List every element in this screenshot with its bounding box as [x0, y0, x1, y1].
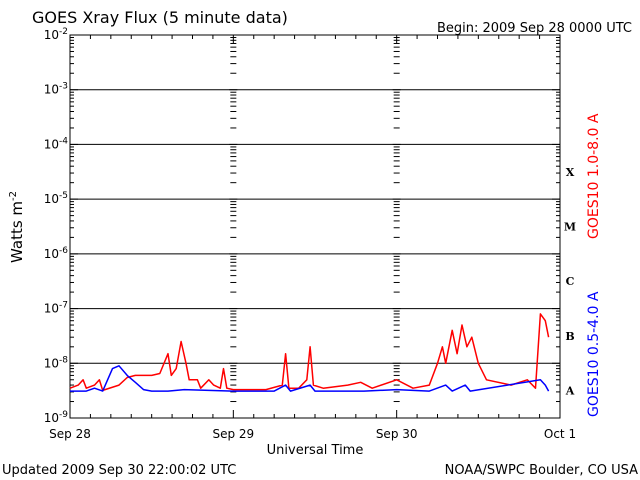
- flare-class-label: M: [564, 221, 576, 234]
- x-tick-label: Oct 1: [544, 427, 576, 441]
- series-line-1: [69, 313, 550, 392]
- y-tick-label-exponent: -7: [59, 301, 68, 311]
- y-tick-label: 10-8: [44, 355, 69, 370]
- series-lines: [69, 313, 550, 392]
- y-axis-label-exponent: -2: [8, 191, 19, 201]
- y-tick-label: 10-3: [44, 82, 68, 97]
- legend-series-1: GOES10 1.0-8.0 A: [586, 113, 602, 239]
- flare-class-label: C: [566, 275, 575, 288]
- series-line-2: [70, 365, 550, 392]
- y-tick-label-exponent: -6: [59, 246, 68, 256]
- y-tick-label: 10-4: [44, 136, 69, 151]
- y-tick-label-exponent: -4: [59, 136, 68, 146]
- y-tick-label-exponent: -3: [59, 82, 68, 92]
- y-tick-label-base: 10: [44, 356, 59, 370]
- y-tick-label-exponent: -2: [59, 27, 68, 37]
- y-tick-label-base: 10: [44, 302, 59, 316]
- y-tick-labels: 10-210-310-410-510-610-710-810-9: [44, 27, 69, 425]
- updated-label: Updated 2009 Sep 30 22:00:02 UTC: [2, 463, 236, 478]
- x-tick-label: Sep 30: [376, 427, 418, 441]
- source-label: NOAA/SWPC Boulder, CO USA: [445, 463, 638, 478]
- y-tick-label-base: 10: [44, 28, 59, 42]
- y-tick-label-base: 10: [44, 411, 59, 425]
- flare-class-label: B: [565, 330, 574, 343]
- y-tick-label: 10-2: [44, 27, 68, 42]
- y-tick-label: 10-6: [44, 246, 69, 261]
- x-axis-label: Universal Time: [267, 443, 364, 458]
- axis-ticks: [69, 35, 561, 419]
- y-axis-label-text: Watts m: [8, 201, 26, 263]
- y-tick-label: 10-5: [44, 191, 68, 206]
- y-tick-label: 10-9: [44, 410, 69, 425]
- y-tick-label-base: 10: [44, 247, 59, 261]
- flare-class-label: X: [566, 166, 575, 179]
- legend-series-2: GOES10 0.5-4.0 A: [586, 291, 602, 417]
- begin-label: Begin: 2009 Sep 28 0000 UTC: [437, 21, 632, 36]
- chart-title: GOES Xray Flux (5 minute data): [32, 8, 288, 27]
- flare-class-labels: X M C B A: [564, 166, 576, 398]
- y-tick-label-base: 10: [44, 137, 59, 151]
- decade-gridlines: [70, 89, 560, 364]
- flare-class-label: A: [565, 385, 575, 398]
- y-tick-label-exponent: -8: [59, 355, 68, 365]
- x-tick-labels: Sep 28 Sep 29 Sep 30 Oct 1: [49, 427, 576, 441]
- x-tick-label: Sep 29: [212, 427, 254, 441]
- y-tick-label-exponent: -5: [59, 191, 68, 201]
- y-tick-label-exponent: -9: [59, 410, 68, 420]
- y-tick-label-base: 10: [44, 83, 59, 97]
- y-tick-label: 10-7: [44, 301, 68, 316]
- x-tick-label: Sep 28: [49, 427, 91, 441]
- plot-frame: [69, 34, 561, 419]
- y-tick-label-base: 10: [44, 192, 59, 206]
- y-axis-label: Watts m-2: [8, 191, 26, 263]
